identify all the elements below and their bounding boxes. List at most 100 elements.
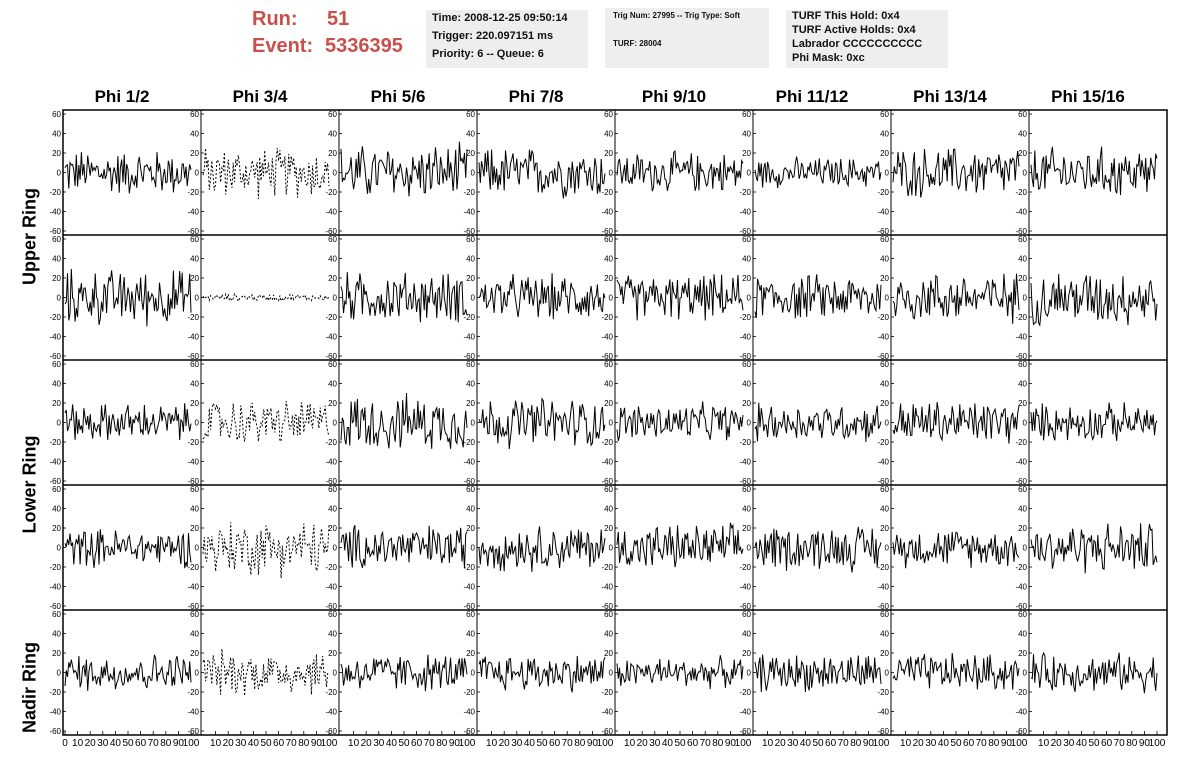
waveform-trace bbox=[478, 397, 606, 450]
x-tick-label: 20 bbox=[85, 738, 97, 749]
y-tick-label: -40 bbox=[877, 333, 889, 342]
y-tick-label: 60 bbox=[466, 110, 475, 119]
y-tick-label: -20 bbox=[1015, 563, 1027, 572]
y-tick-label: 0 bbox=[333, 419, 338, 428]
y-tick-label: -40 bbox=[1015, 708, 1027, 717]
y-tick-label: -60 bbox=[1015, 227, 1027, 236]
x-tick-label: 100 bbox=[1149, 738, 1166, 749]
y-tick-label: -40 bbox=[601, 333, 613, 342]
y-tick-label: 60 bbox=[328, 485, 337, 494]
y-tick-label: 40 bbox=[604, 505, 613, 514]
x-tick-label: 30 bbox=[97, 738, 109, 749]
y-tick-label: 40 bbox=[604, 255, 613, 264]
y-tick-label: 60 bbox=[52, 235, 61, 244]
y-tick-label: 20 bbox=[190, 149, 199, 158]
x-tick-label: 40 bbox=[248, 738, 260, 749]
y-tick-label: -20 bbox=[739, 438, 751, 447]
y-tick-label: -20 bbox=[463, 313, 475, 322]
y-tick-label: 60 bbox=[880, 360, 889, 369]
y-tick-label: -20 bbox=[463, 563, 475, 572]
y-tick-label: -60 bbox=[877, 227, 889, 236]
y-tick-label: -40 bbox=[1015, 333, 1027, 342]
y-tick-label: 0 bbox=[57, 544, 62, 553]
y-tick-label: 40 bbox=[1018, 505, 1027, 514]
run-event-box: Run: 51 Event: 5336395 bbox=[252, 8, 422, 64]
y-tick-label: -20 bbox=[187, 688, 199, 697]
y-tick-label: -60 bbox=[1015, 477, 1027, 486]
y-tick-label: 20 bbox=[466, 399, 475, 408]
y-tick-label: 0 bbox=[885, 669, 890, 678]
x-tick-label: 70 bbox=[286, 738, 298, 749]
time-info-box: Time: 2008-12-25 09:50:14 Trigger: 220.0… bbox=[426, 10, 588, 68]
y-tick-label: 0 bbox=[57, 169, 62, 178]
y-tick-label: 40 bbox=[328, 630, 337, 639]
waveform-trace bbox=[64, 152, 192, 194]
y-tick-label: -40 bbox=[49, 333, 61, 342]
x-tick-label: 10 bbox=[210, 738, 222, 749]
y-tick-label: 0 bbox=[195, 169, 200, 178]
column-header: Phi 1/2 bbox=[94, 87, 150, 106]
y-tick-label: 40 bbox=[880, 380, 889, 389]
y-tick-label: -20 bbox=[49, 688, 61, 697]
y-tick-label: 40 bbox=[1018, 630, 1027, 639]
y-tick-label: 20 bbox=[604, 649, 613, 658]
waveform-trace bbox=[754, 156, 882, 189]
y-tick-label: 0 bbox=[885, 419, 890, 428]
y-tick-label: -60 bbox=[739, 477, 751, 486]
y-tick-label: -20 bbox=[1015, 688, 1027, 697]
y-tick-label: 40 bbox=[466, 255, 475, 264]
y-tick-label: 40 bbox=[880, 255, 889, 264]
y-tick-label: 40 bbox=[742, 630, 751, 639]
x-tick-label: 50 bbox=[536, 738, 548, 749]
y-tick-label: 40 bbox=[466, 380, 475, 389]
y-tick-label: -40 bbox=[325, 708, 337, 717]
x-tick-label: 100 bbox=[459, 738, 476, 749]
x-tick-label: 80 bbox=[850, 738, 862, 749]
y-tick-label: -40 bbox=[1015, 583, 1027, 592]
y-tick-label: 20 bbox=[742, 149, 751, 158]
x-tick-label: 20 bbox=[223, 738, 235, 749]
y-tick-label: 20 bbox=[328, 274, 337, 283]
x-tick-label: 90 bbox=[1001, 738, 1013, 749]
y-tick-label: 20 bbox=[328, 649, 337, 658]
x-tick-label: 20 bbox=[361, 738, 373, 749]
event-label: Event: bbox=[252, 35, 314, 57]
y-tick-label: -60 bbox=[601, 727, 613, 736]
y-tick-label: -60 bbox=[325, 727, 337, 736]
y-tick-label: -40 bbox=[325, 333, 337, 342]
y-tick-label: -40 bbox=[463, 708, 475, 717]
y-tick-label: 60 bbox=[604, 485, 613, 494]
y-tick-label: 60 bbox=[742, 610, 751, 619]
turf-hold-text: TURF This Hold: 0x4 bbox=[792, 10, 900, 22]
x-tick-label: 10 bbox=[1038, 738, 1050, 749]
y-tick-label: 20 bbox=[1018, 274, 1027, 283]
y-tick-label: 20 bbox=[742, 274, 751, 283]
y-tick-label: 20 bbox=[742, 524, 751, 533]
y-tick-label: 0 bbox=[747, 669, 752, 678]
x-tick-label: 40 bbox=[938, 738, 950, 749]
y-tick-label: 20 bbox=[190, 524, 199, 533]
x-tick-label: 50 bbox=[1088, 738, 1100, 749]
y-tick-label: 0 bbox=[333, 294, 338, 303]
waveform-trace bbox=[892, 652, 1020, 690]
y-tick-label: -20 bbox=[1015, 313, 1027, 322]
waveform-trace bbox=[892, 148, 1020, 198]
trig-info-box: Trig Num: 27995 -- Trig Type: Soft TURF:… bbox=[605, 8, 769, 68]
x-tick-label: 40 bbox=[110, 738, 122, 749]
y-tick-label: -40 bbox=[463, 458, 475, 467]
y-tick-label: 20 bbox=[880, 649, 889, 658]
y-tick-label: 60 bbox=[742, 235, 751, 244]
x-tick-label: 80 bbox=[988, 738, 1000, 749]
turf-active-text: TURF Active Holds: 0x4 bbox=[792, 24, 916, 36]
x-tick-label: 80 bbox=[436, 738, 448, 749]
y-tick-label: -20 bbox=[187, 188, 199, 197]
y-tick-label: -60 bbox=[739, 602, 751, 611]
y-tick-label: -60 bbox=[1015, 602, 1027, 611]
x-tick-label: 20 bbox=[775, 738, 787, 749]
y-tick-label: 0 bbox=[57, 669, 62, 678]
y-tick-label: -60 bbox=[325, 352, 337, 361]
y-tick-label: -40 bbox=[601, 208, 613, 217]
y-tick-label: -20 bbox=[601, 563, 613, 572]
column-header: Phi 7/8 bbox=[508, 87, 564, 106]
y-tick-label: -40 bbox=[1015, 458, 1027, 467]
